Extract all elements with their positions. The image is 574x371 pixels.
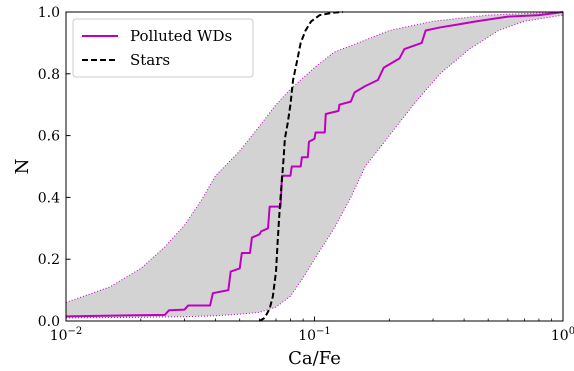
x-tick-label: 10−2 <box>50 326 83 344</box>
y-tick-label: 0.0 <box>38 314 60 330</box>
y-tick-label: 1.0 <box>38 5 60 21</box>
legend: Polluted WDs Stars <box>72 18 254 78</box>
confidence-band-upper-edge <box>65 11 564 303</box>
x-tick-label: 10−1 <box>298 326 331 344</box>
series-line-stars <box>258 11 343 322</box>
legend-box <box>72 18 254 78</box>
x-tick-label: 100 <box>551 326 574 344</box>
series-line-polluted-wds <box>65 11 564 318</box>
confidence-band <box>66 12 563 318</box>
confidence-band-lower-edge <box>65 14 564 319</box>
y-tick-label: 0.8 <box>38 67 60 83</box>
legend-label-polluted-wds: Polluted WDs <box>130 27 232 45</box>
legend-label-stars: Stars <box>130 51 170 69</box>
x-axis-label: Ca/Fe <box>288 348 341 369</box>
y-axis-label: N <box>12 159 33 175</box>
y-axis-ticks: 0.0 0.2 0.4 0.6 0.8 1.0 <box>38 5 71 330</box>
y-tick-label: 0.4 <box>38 190 60 206</box>
x-axis-ticks: 10−2 10−1 100 <box>50 316 574 344</box>
series-layer <box>65 11 564 322</box>
y-tick-label: 0.2 <box>38 252 60 268</box>
plot-area <box>65 11 564 322</box>
y-tick-label: 0.6 <box>38 129 60 145</box>
